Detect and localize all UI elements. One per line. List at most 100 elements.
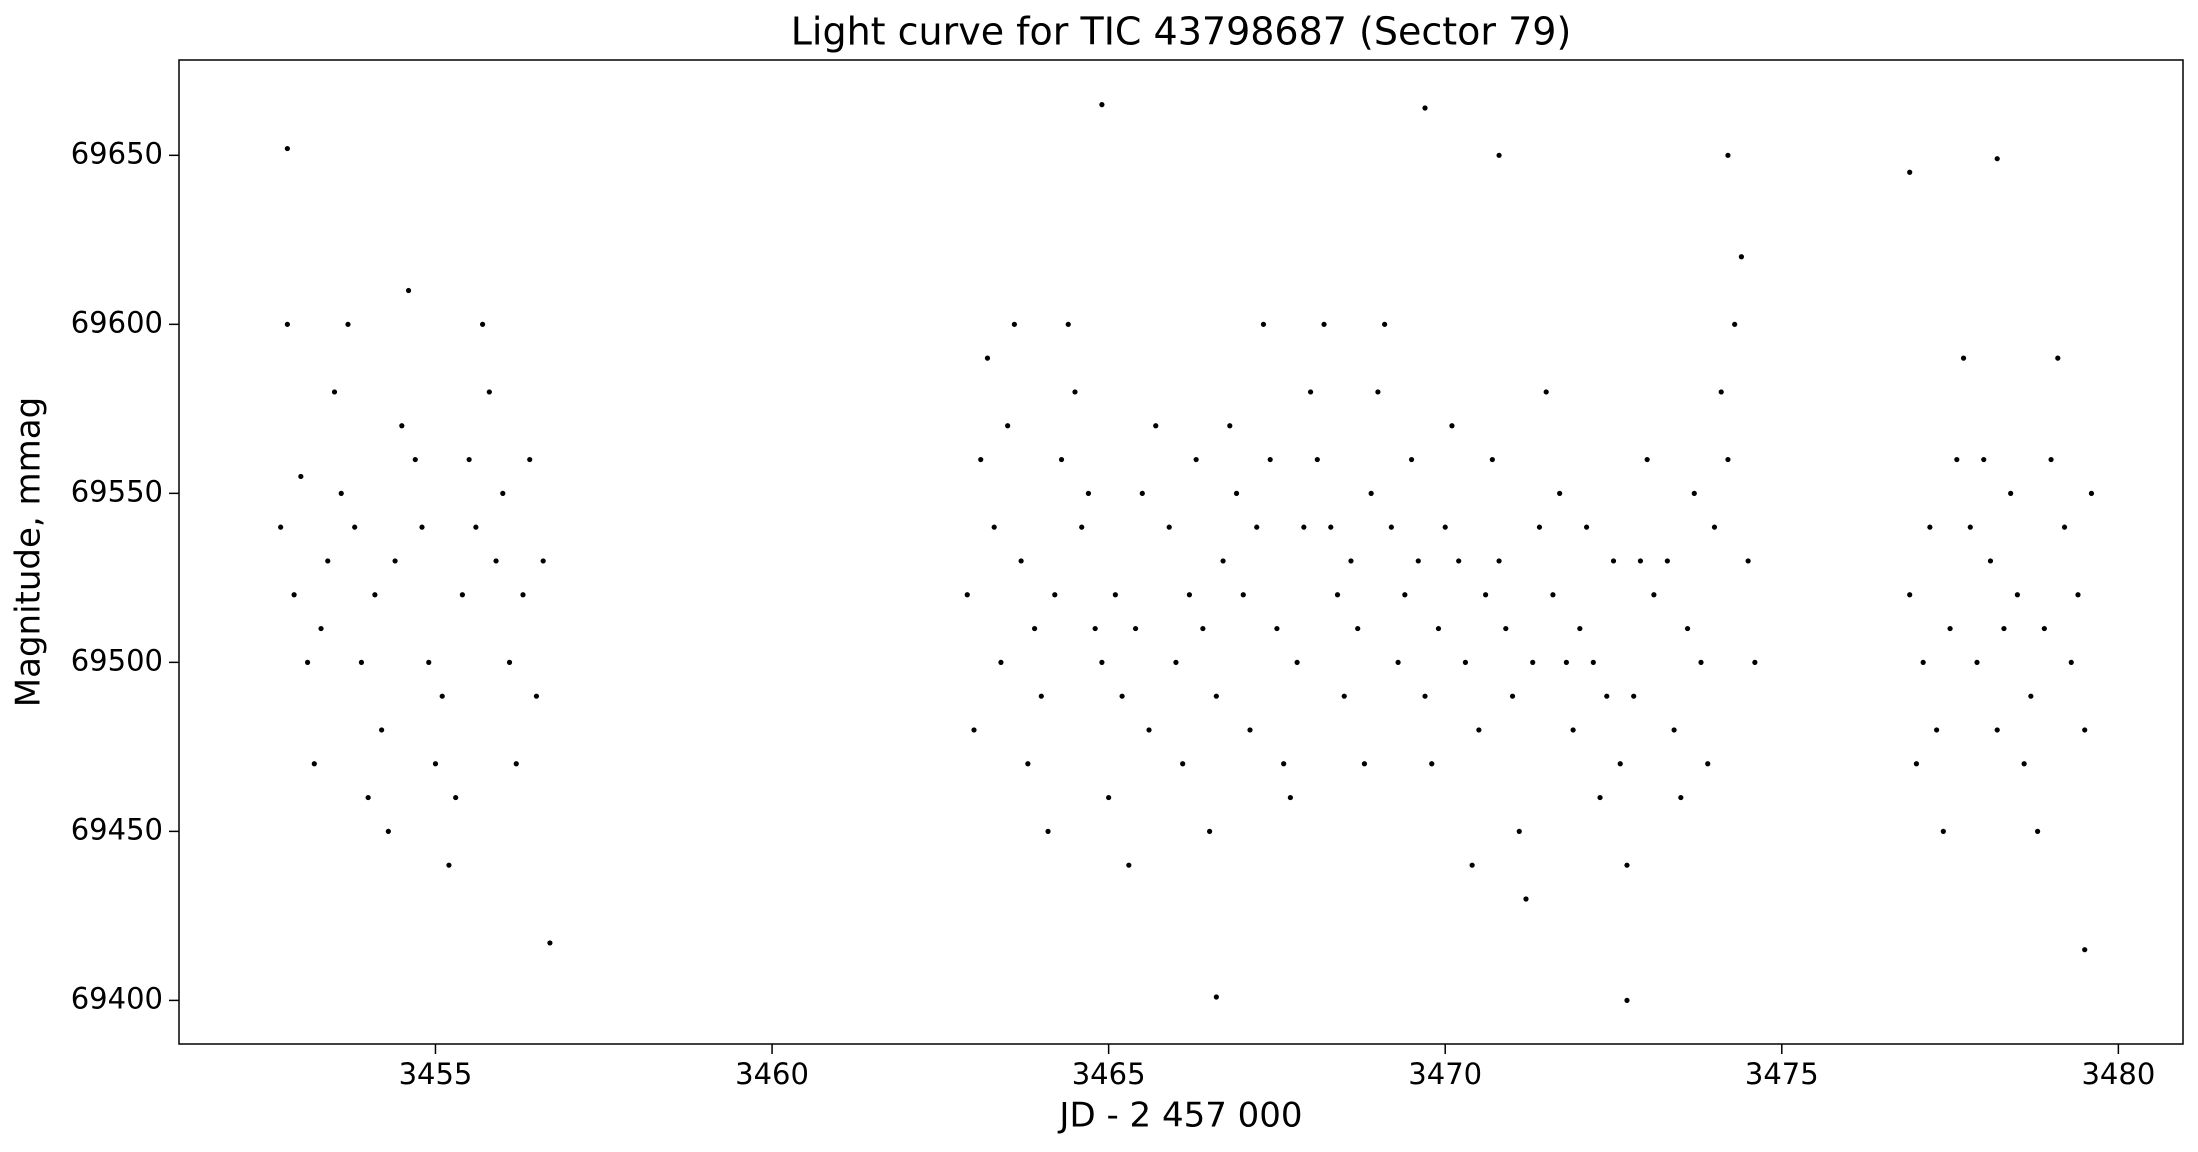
data-point [1186,592,1193,598]
data-point [1523,896,1529,902]
data-point [1233,490,1240,496]
y-tick-label: 69400 [71,981,163,1015]
data-point [352,524,358,530]
data-point [1711,524,1718,530]
data-point [1429,761,1435,767]
data-point [1718,389,1724,395]
data-point [1193,456,1199,463]
data-point [1294,659,1300,665]
data-point [1671,727,1677,733]
data-point [1536,524,1543,530]
data-point [1207,828,1213,834]
data-point [1907,169,1913,175]
data-point [1974,659,1980,665]
data-point [1180,761,1186,767]
data-point [1698,659,1704,665]
data-point [1913,761,1920,767]
data-point [1240,592,1246,598]
data-point [1631,693,1637,699]
data-point [345,321,351,327]
data-point [2034,828,2041,834]
data-point [1382,321,1388,327]
data-point [1132,625,1139,632]
data-point [325,558,331,564]
data-point [1267,456,1273,463]
data-point [1281,761,1287,767]
data-point [540,558,546,564]
x-tick-label: 3475 [1745,1057,1819,1091]
data-point [2048,456,2054,463]
data-point [1388,524,1394,530]
data-point [1496,558,1502,564]
data-point [372,592,378,598]
data-point [358,659,365,665]
data-point [1025,761,1031,767]
data-point [1341,693,1347,699]
data-point [1052,592,1058,598]
data-point [1173,659,1179,665]
data-point [1705,761,1711,767]
y-tick-label: 69600 [71,305,163,339]
data-point [1732,321,1738,327]
data-point [453,794,459,801]
data-point [298,473,304,480]
data-point [1092,625,1098,632]
data-point [1509,693,1516,699]
data-point [1745,558,1751,564]
data-point [1644,456,1650,463]
data-point [1079,524,1085,530]
data-point [405,287,412,294]
data-point [331,389,338,395]
data-point [520,592,526,598]
data-point [1469,862,1475,868]
data-point [1361,761,1368,767]
data-point [1307,389,1314,395]
data-point [365,794,371,801]
data-point [1920,659,1926,665]
data-point [1617,761,1623,767]
data-point [1368,490,1374,496]
x-axis-label: JD - 2 457 000 [1057,1096,1302,1136]
data-point [2061,524,2068,530]
data-point [1031,625,1038,632]
data-point [1058,456,1065,463]
data-point [1483,592,1489,598]
data-point [473,524,479,530]
data-point [971,727,977,733]
data-point [1934,727,1940,733]
data-point [1651,592,1657,598]
data-point [1610,558,1617,564]
data-point [964,592,970,598]
data-point [2088,490,2095,496]
data-point [1274,625,1280,632]
data-point [1954,456,1960,463]
data-point [1011,321,1017,327]
data-point [1462,659,1469,665]
data-point [2001,625,2007,632]
data-point [1496,152,1502,158]
data-point [2021,761,2027,767]
data-point [1085,490,1092,496]
data-point [311,761,317,767]
data-point [1321,321,1327,327]
data-point [1503,625,1509,632]
data-point [991,524,997,530]
data-point [1038,693,1044,699]
data-point [1213,693,1219,699]
data-point [412,456,418,463]
data-point [1442,524,1448,530]
data-point [1987,558,1994,564]
data-point [1260,321,1267,327]
y-tick-label: 69500 [71,643,163,677]
data-point [493,558,499,564]
data-point [978,456,984,463]
data-point [500,490,506,496]
y-tick-label: 69550 [71,474,163,508]
data-point [318,625,324,632]
data-point [284,321,290,327]
data-point [1348,558,1354,564]
data-point [527,456,533,463]
data-point [1395,659,1401,665]
x-tick-label: 3455 [399,1057,473,1091]
